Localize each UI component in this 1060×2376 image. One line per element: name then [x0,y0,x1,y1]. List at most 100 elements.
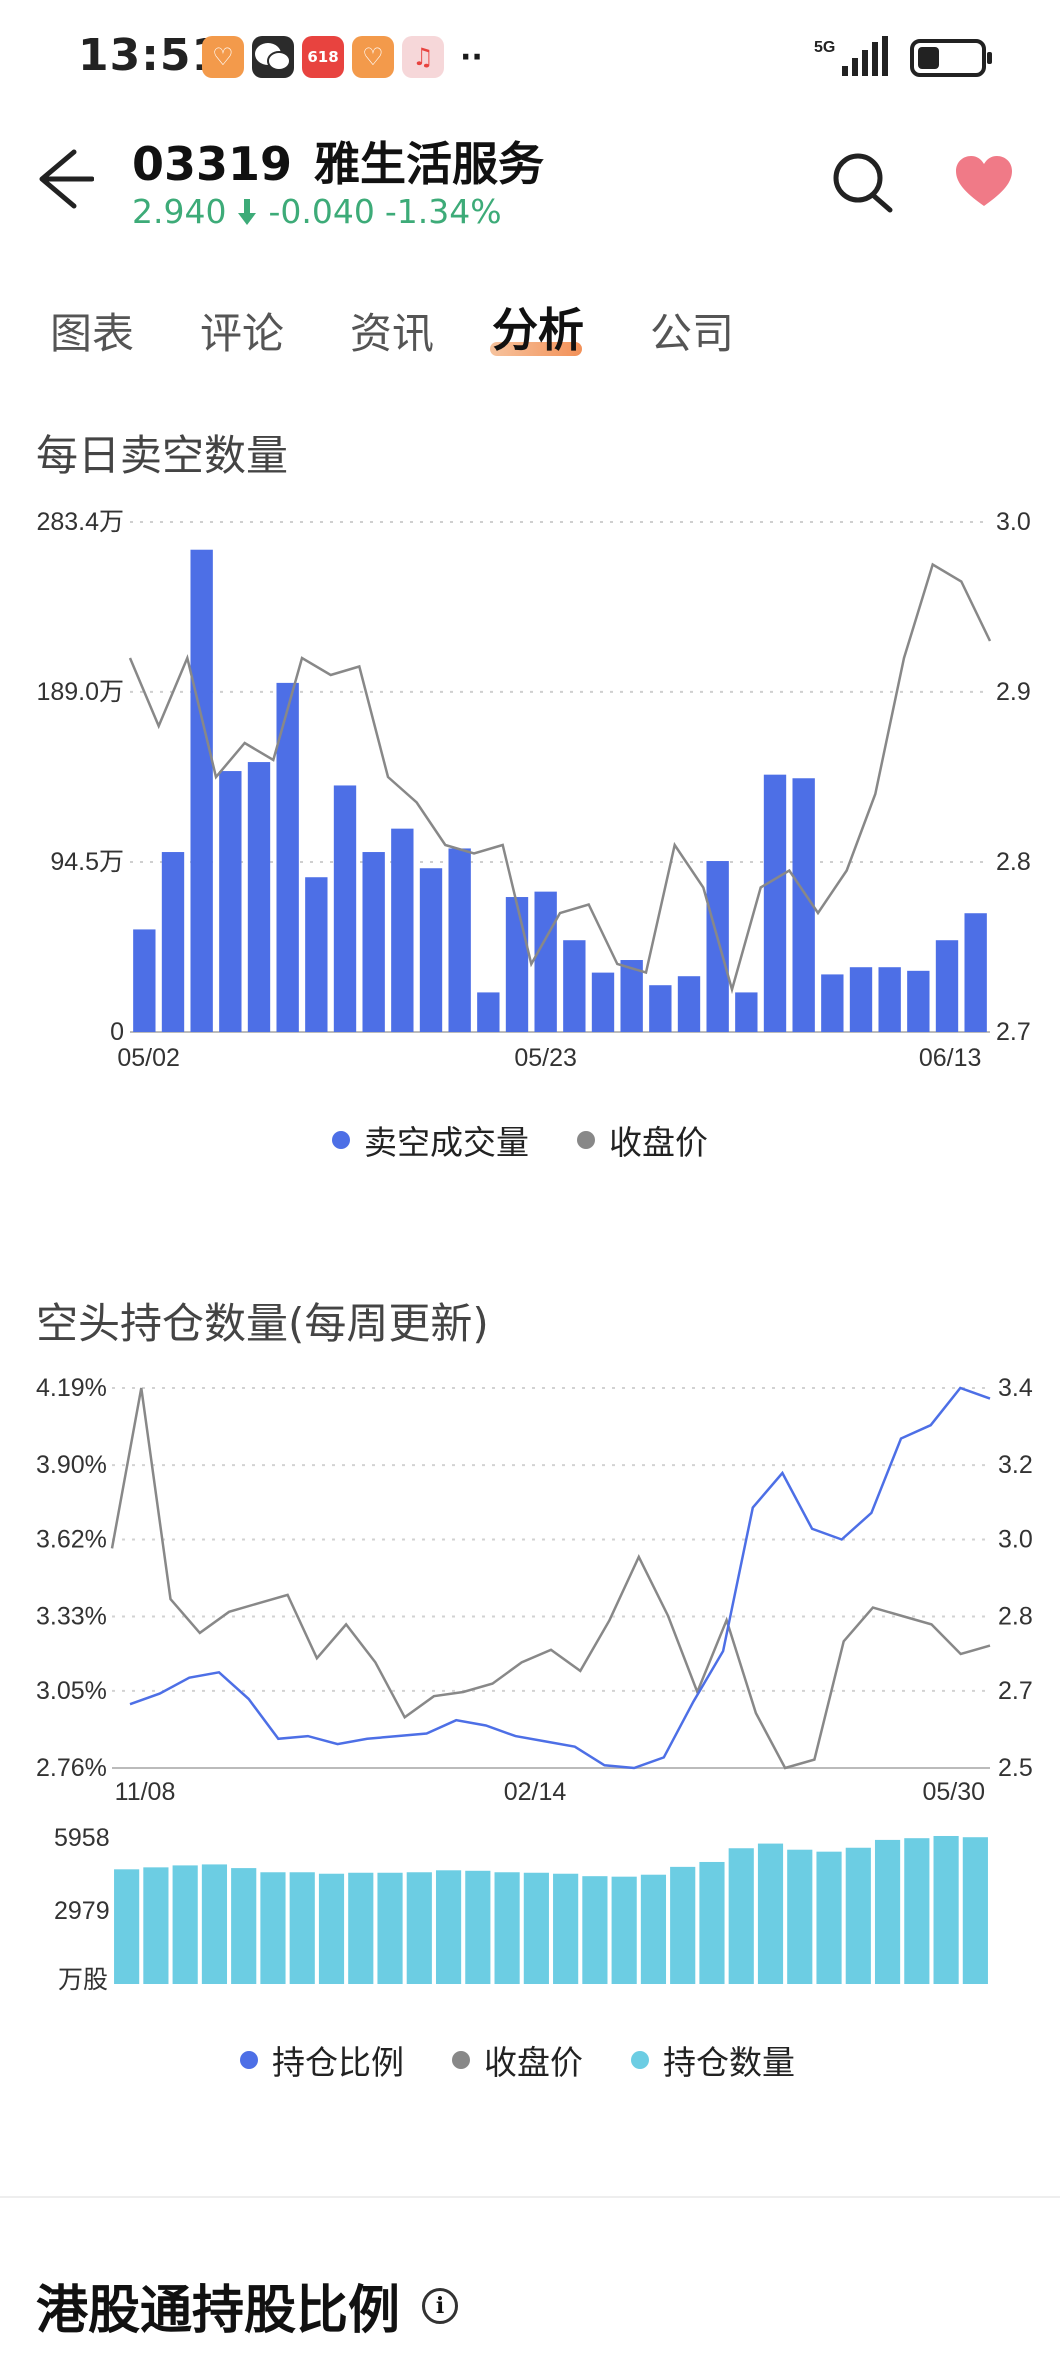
active-tab-underline [490,342,582,356]
down-arrow-icon [238,198,257,225]
short-position-legend: 持仓比例 收盘价 持仓数量 [240,2036,795,2084]
short-volume-bar [333,785,357,1032]
position-volume-bar [699,1861,725,1984]
back-arrow-icon[interactable] [34,146,94,212]
legend-dot-position-ratio [240,2051,258,2069]
favorite-heart-icon[interactable] [954,154,1014,210]
legend-item-short-volume[interactable]: 卖空成交量 [332,1116,529,1164]
legend-label-position-volume: 持仓数量 [663,2043,795,2082]
position-volume-bar [582,1876,608,1984]
short-volume-bar [448,848,471,1032]
left-tick-label: 2.76% [36,1754,107,1782]
left-tick-label: 3.62% [36,1525,107,1553]
left-tick-label: 4.19% [36,1374,107,1402]
short-volume-bar [735,992,758,1032]
legend-item-position-ratio[interactable]: 持仓比例 [240,2036,404,2084]
price-change-pct: -1.34% [384,192,502,231]
left-tick-label: 3.05% [36,1677,107,1705]
short-volume-bar [849,967,873,1032]
volume-unit-label: 万股 [58,1966,108,1994]
short-volume-bar [792,778,815,1032]
x-tick-label: 06/13 [919,1044,982,1072]
tab-company[interactable]: 公司 [650,309,735,358]
legend-item-position-volume[interactable]: 持仓数量 [631,2036,795,2084]
shopping-618-icon: 618 [302,36,344,78]
x-tick-label: 05/30 [922,1778,985,1806]
right-tick-label: 2.9 [996,678,1031,706]
position-volume-bar [377,1872,403,1984]
x-tick-label: 05/02 [117,1044,180,1072]
right-tick-label: 2.7 [998,1677,1033,1705]
right-tick-label: 2.8 [998,1603,1033,1631]
tab-analysis[interactable]: 分析 [492,303,584,357]
position-volume-bar [172,1865,198,1984]
right-tick-label: 3.2 [998,1451,1033,1479]
battery-icon [910,39,992,77]
short-volume-bar [161,852,185,1032]
position-volume-bar [553,1873,579,1984]
legend-dot-short-volume [332,1131,350,1149]
position-volume-bar [260,1872,286,1984]
short-volume-bar [305,877,328,1032]
svg-text:5G: 5G [814,39,835,56]
short-volume-bar [133,929,156,1032]
search-icon[interactable] [830,150,896,216]
position-volume-bar [816,1851,842,1984]
legend-label-short-volume: 卖空成交量 [364,1123,529,1162]
short-volume-bar [763,774,787,1032]
position-volume-bar [114,1869,140,1984]
tab-chart[interactable]: 图表 [50,309,135,358]
position-volume-bar [904,1838,930,1984]
short-volume-bar [878,967,901,1032]
position-volume-bar [611,1876,637,1984]
short-position-title: 空头持仓数量(每周更新) [36,1299,489,1348]
short-volume-bar [276,682,299,1032]
left-tick-label: 3.33% [36,1603,107,1631]
short-volume-bar [821,974,844,1032]
legend-label-close-price-2: 收盘价 [484,2043,583,2082]
hk-connect-title-text: 港股通持股比例 [36,2281,401,2341]
right-tick-label: 3.0 [998,1525,1033,1553]
right-tick-label: 2.7 [996,1018,1031,1046]
volume-tick-label: 2979 [54,1897,110,1925]
short-volume-bar [907,970,930,1032]
position-volume-bar [523,1872,549,1984]
heart-app-icon: ♡ [352,36,394,78]
position-volume-bar [465,1870,491,1984]
heart-app-icon: ♡ [202,36,244,78]
legend-item-close-price-2[interactable]: 收盘价 [452,2036,583,2084]
short-volume-bar [620,960,643,1032]
position-volume-bar [348,1872,374,1984]
short-volume-bar [391,828,414,1032]
position-volume-bar [318,1873,345,1984]
position-volume-bar [494,1872,520,1984]
info-icon[interactable]: i [422,2287,459,2324]
short-volume-bar [649,985,672,1032]
short-volume-bar [190,549,213,1032]
system-indicators: 5G [814,36,992,80]
right-tick-label: 3.0 [996,508,1031,536]
tab-comments[interactable]: 评论 [200,309,285,358]
status-time: 13:51 [78,30,224,81]
short-volume-bar [219,771,242,1032]
right-tick-label: 2.8 [996,848,1031,876]
position-volume-bar [143,1867,169,1984]
signal-icon: 5G [814,36,888,76]
position-volume-bar [874,1839,901,1984]
legend-item-close-price[interactable]: 收盘价 [577,1116,708,1164]
legend-dot-close-price [577,1131,595,1149]
price-change: -0.040 [268,192,375,231]
short-volume-bar [935,940,959,1032]
legend-label-position-ratio: 持仓比例 [272,2043,404,2082]
stock-price: 2.940 [132,192,227,231]
x-tick-label: 02/14 [504,1778,567,1806]
position-volume-bar [289,1872,315,1984]
position-volume-bar [406,1872,432,1984]
position-volume-bar [670,1866,696,1984]
short-volume-bar [677,976,701,1032]
short-volume-bar [505,897,529,1032]
legend-dot-position-volume [631,2051,649,2069]
short-volume-bar [964,913,987,1032]
music-icon: ♫ [402,36,444,78]
tab-news[interactable]: 资讯 [350,309,435,358]
